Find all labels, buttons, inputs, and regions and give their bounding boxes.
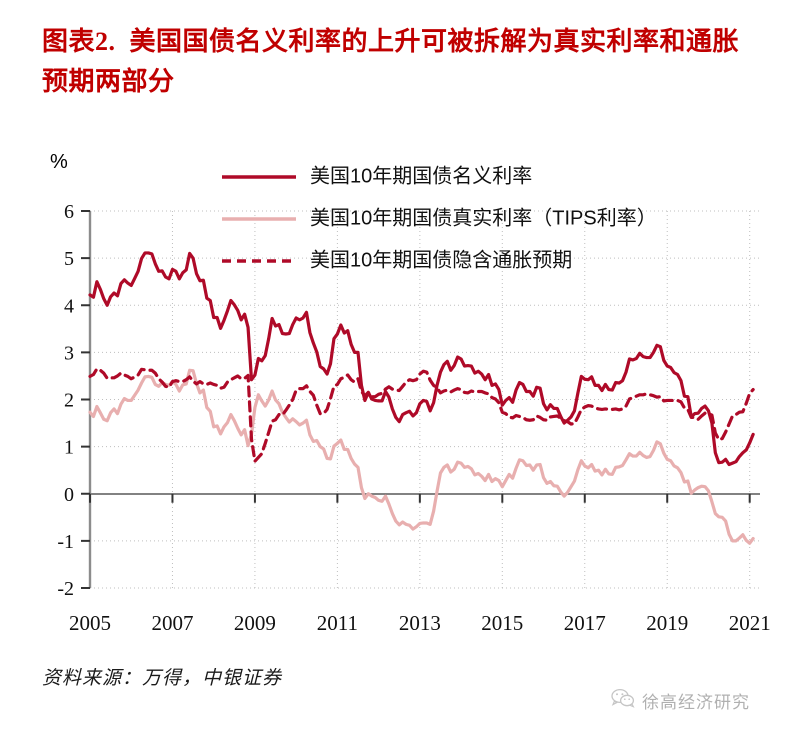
- y-tick-label: 4: [64, 295, 74, 317]
- y-tick-label: 1: [64, 437, 74, 459]
- chart-figure: % -2 -1 0 1 2 3 4 5 6 2005 2007 2009 2011 2013 2015 20…: [0, 130, 788, 650]
- series-line-real: [88, 368, 755, 545]
- x-tick-label: 2019: [646, 611, 688, 635]
- y-tick-label: 2: [64, 390, 74, 412]
- y-tick-label: 3: [64, 342, 74, 364]
- legend-label-2: 美国10年期国债隐含通胀预期: [310, 248, 572, 271]
- y-tick-label: -2: [57, 578, 74, 600]
- series-line-breakeven: [88, 367, 755, 463]
- y-axis-ticks: -2 -1 0 1 2 3 4 5 6: [57, 201, 90, 600]
- data-series-layer: [88, 251, 755, 545]
- watermark-label: 徐高经济研究: [642, 693, 750, 712]
- watermark: 徐高经济研究: [611, 688, 750, 713]
- x-tick-label: 2005: [69, 611, 111, 635]
- x-tick-label: 2017: [564, 611, 606, 635]
- x-tick-label: 2011: [317, 611, 358, 635]
- x-tick-label: 2013: [399, 611, 441, 635]
- y-tick-label: 5: [64, 248, 74, 270]
- x-tick-label: 2009: [234, 611, 276, 635]
- y-tick-label: 6: [64, 201, 74, 223]
- y-tick-label: 0: [64, 484, 74, 506]
- y-axis-unit-label: %: [50, 151, 68, 173]
- wechat-icon: [611, 688, 635, 713]
- legend-label-0: 美国10年期国债名义利率: [310, 164, 532, 187]
- x-tick-label: 2015: [481, 611, 523, 635]
- x-tick-label: 2021: [729, 611, 771, 635]
- title-block: 图表2. 美国国债名义利率的上升可被拆解为真实利率和通胀预期两部分: [42, 22, 742, 103]
- page-title: 图表2. 美国国债名义利率的上升可被拆解为真实利率和通胀预期两部分: [42, 27, 740, 97]
- series-line-nominal: [88, 251, 755, 467]
- x-axis-ticks: 2005 2007 2009 2011 2013 2015 2017 2019 2021: [69, 493, 771, 635]
- x-tick-label: 2007: [151, 611, 193, 635]
- source-note: 资料来源：万得，中银证券: [42, 668, 283, 689]
- legend-label-1: 美国10年期国债真实利率（TIPS利率）: [310, 206, 657, 229]
- y-tick-label: -1: [57, 531, 74, 553]
